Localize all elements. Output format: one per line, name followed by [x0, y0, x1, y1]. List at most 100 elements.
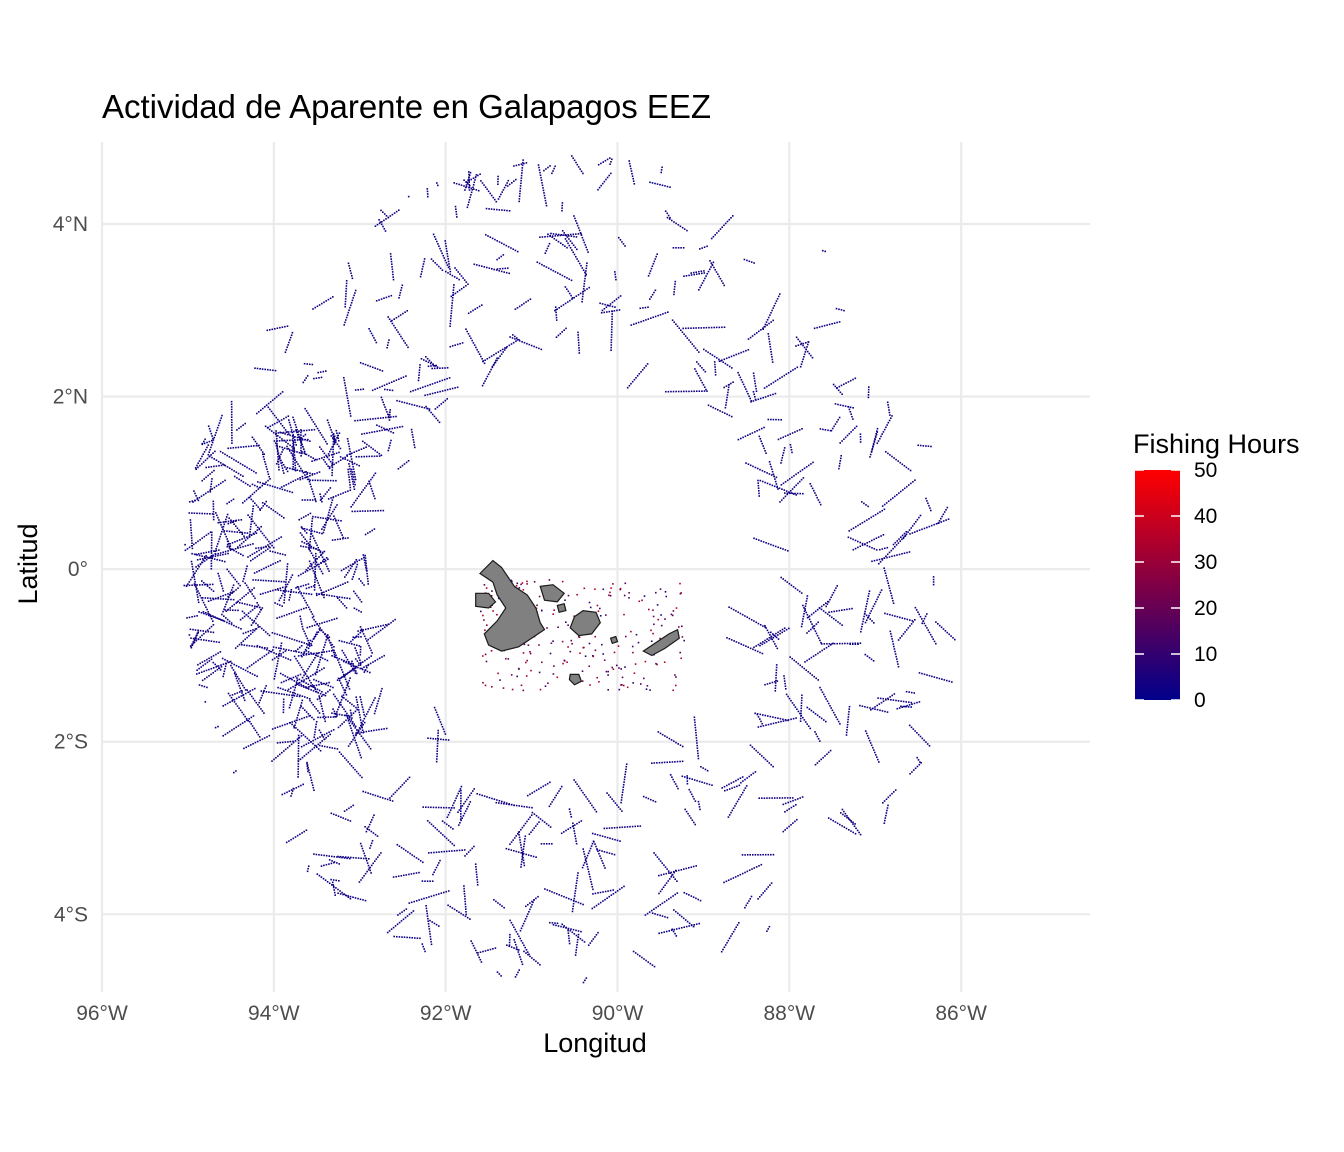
- fishing-point: [777, 438, 780, 441]
- fishing-point: [874, 437, 876, 440]
- fishing-point: [450, 309, 453, 312]
- fishing-point: [520, 174, 523, 177]
- fishing-point: [310, 547, 312, 549]
- fishing-point: [573, 900, 575, 902]
- fishing-point: [231, 432, 233, 434]
- fishing-point: [763, 471, 766, 473]
- fishing-point: [264, 406, 266, 408]
- fishing-point: [237, 725, 240, 727]
- fishing-point: [238, 685, 241, 687]
- fishing-point: [854, 377, 857, 380]
- fishing-point: [434, 709, 437, 711]
- fishing-point: [779, 797, 781, 799]
- fishing-point: [909, 533, 911, 535]
- fishing-point: [610, 331, 613, 333]
- fishing-point: [361, 419, 364, 421]
- fishing-point: [220, 464, 223, 467]
- fishing-point: [909, 773, 911, 775]
- fishing-point: [301, 469, 303, 472]
- fishing-point: [475, 871, 478, 873]
- fishing-point: [370, 842, 373, 844]
- fishing-point: [302, 536, 305, 538]
- fishing-point: [235, 703, 237, 705]
- fishing-point: [688, 777, 691, 780]
- fishing-point: [774, 392, 777, 395]
- fishing-point: [496, 357, 498, 359]
- fishing-point: [762, 396, 764, 399]
- fishing-point: [413, 441, 415, 444]
- fishing-point: [442, 254, 444, 257]
- fishing-point: [790, 584, 793, 587]
- fishing-point: [337, 597, 339, 599]
- fishing-point: [554, 922, 556, 924]
- fishing-point: [800, 704, 803, 707]
- fishing-point: [314, 728, 317, 731]
- fishing-point: [441, 367, 444, 369]
- fishing-point: [467, 204, 469, 206]
- fishing-point: [679, 225, 682, 228]
- fishing-point: [282, 711, 285, 714]
- fishing-point: [585, 264, 588, 267]
- fishing-point: [761, 755, 763, 757]
- fishing-point: [726, 942, 728, 944]
- fishing-point: [781, 488, 783, 490]
- fishing-point: [513, 850, 515, 852]
- fishing-point: [657, 731, 660, 733]
- fishing-point: [827, 817, 830, 819]
- fishing-point: [805, 611, 808, 614]
- fishing-point: [677, 390, 680, 393]
- fishing-point: [604, 898, 606, 901]
- fishing-point: [680, 390, 683, 393]
- fishing-point: [357, 897, 359, 900]
- fishing-point: [546, 235, 549, 238]
- fishing-point: [791, 492, 794, 495]
- fishing-point: [803, 356, 805, 358]
- fishing-point: [211, 456, 213, 459]
- fishing-point: [806, 659, 808, 662]
- fishing-point: [580, 264, 582, 267]
- fishing-point: [198, 565, 200, 568]
- fishing-point: [420, 358, 423, 360]
- fishing-point: [414, 937, 416, 939]
- fishing-point: [782, 803, 785, 806]
- fishing-point: [366, 862, 369, 864]
- fishing-point: [352, 804, 354, 807]
- fishing-point: [212, 503, 215, 505]
- fishing-point: [617, 806, 620, 808]
- fishing-point: [465, 908, 467, 910]
- fishing-point: [224, 479, 226, 482]
- fishing-point: [881, 433, 883, 435]
- fishing-point: [768, 637, 771, 639]
- fishing-point: [531, 900, 533, 903]
- fishing-point: [950, 635, 952, 637]
- fishing-point: [317, 479, 319, 482]
- fishing-point: [326, 491, 328, 493]
- fishing-point: [255, 701, 258, 704]
- fishing-point: [264, 545, 267, 548]
- fishing-point: [554, 309, 556, 312]
- fishing-point: [304, 648, 307, 651]
- fishing-point: [263, 712, 265, 714]
- fishing-point: [941, 678, 943, 680]
- fishing-point: [405, 461, 408, 464]
- fishing-point: [591, 907, 594, 910]
- fishing-point: [275, 396, 278, 398]
- fishing-point: [515, 946, 518, 948]
- fishing-point: [277, 657, 280, 660]
- fishing-point: [303, 452, 306, 454]
- fishing-point: [829, 705, 831, 707]
- fishing-point: [786, 492, 789, 494]
- fishing-point: [672, 930, 675, 933]
- fishing-point: [286, 565, 289, 568]
- fishing-point: [555, 336, 558, 338]
- fishing-point: [246, 537, 249, 540]
- fishing-point: [349, 670, 351, 672]
- fishing-point: [314, 306, 316, 309]
- fishing-point: [724, 412, 726, 414]
- fishing-point: [887, 804, 889, 807]
- fishing-point: [769, 394, 772, 396]
- fishing-point: [359, 774, 361, 777]
- fishing-point: [344, 387, 347, 389]
- fishing-point: [318, 304, 321, 306]
- fishing-point: [342, 673, 345, 676]
